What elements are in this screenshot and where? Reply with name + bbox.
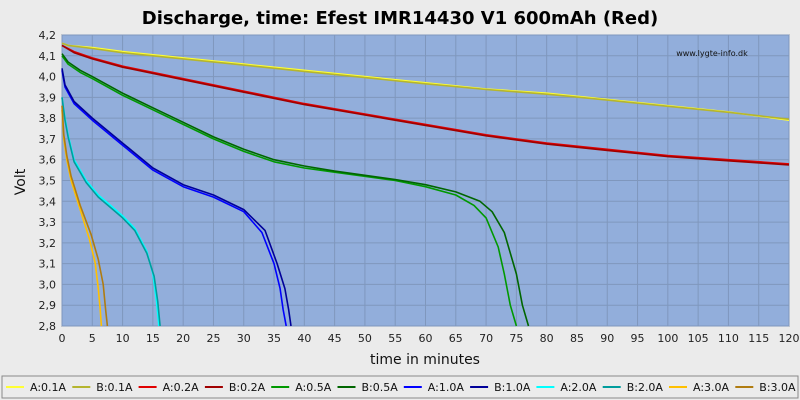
y-tick-label: 4,2 [39,29,57,42]
series-line-b-3-0a [61,105,109,327]
legend: A:0.1A B:0.1A A:0.2A B:0.2A A:0.5A B:0.5A A:1.… [1,375,799,399]
series-line-b-0-2a [61,44,790,166]
watermark: www.lygte-info.dk [676,49,748,58]
series-line-b-0-5a [61,53,530,327]
x-tick-label: 35 [267,332,281,345]
x-tick-label: 55 [388,332,402,345]
series-line-a-0-2a [61,44,790,165]
legend-label: A:0.1A [30,381,67,394]
x-tick-label: 5 [89,332,96,345]
x-tick-label: 110 [718,332,739,345]
x-tick-label: 75 [509,332,523,345]
x-tick-label: 70 [479,332,493,345]
legend-label: A:3.0A [693,381,730,394]
legend-label: B:0.1A [96,381,133,394]
x-tick-label: 85 [570,332,584,345]
legend-box [1,375,799,399]
y-tick-label: 4,0 [39,71,57,84]
series-line-a-1-0a [61,70,287,327]
legend-label: B:3.0A [759,381,796,394]
y-tick-label: 3,1 [39,258,57,271]
legend-label: B:2.0A [627,381,664,394]
legend-label: B:1.0A [494,381,531,394]
x-tick-label: 90 [600,332,614,345]
legend-label: A:0.5A [295,381,332,394]
legend-label: A:2.0A [560,381,597,394]
y-tick-label: 3,7 [39,133,57,146]
x-tick-label: 100 [657,332,678,345]
series-group [61,42,790,327]
y-tick-label: 2,8 [39,320,57,333]
y-tick-label: 3,9 [39,91,57,104]
x-tick-label: 25 [206,332,220,345]
x-tick-label: 45 [328,332,342,345]
y-tick-label: 3,8 [39,112,57,125]
x-tick-label: 30 [237,332,251,345]
x-axis-label: time in minutes [370,352,480,368]
x-tick-label: 120 [779,332,800,345]
series-line-b-0-1a [61,42,790,120]
x-tick-label: 15 [146,332,160,345]
y-tick-labels: 2,8 2,9 3,0 3,1 3,2 3,3 3,4 3,5 3,6 3,7 3,8 3,9 4,0 4… [39,29,57,333]
y-tick-label: 3,0 [39,278,57,291]
y-tick-label: 3,3 [39,216,57,229]
y-tick-label: 3,6 [39,154,57,167]
x-tick-label: 50 [358,332,372,345]
y-tick-label: 3,2 [39,237,57,250]
legend-label: A:0.2A [163,381,200,394]
series-line-b-1-0a [61,68,292,327]
x-tick-label: 0 [59,332,66,345]
legend-label: A:1.0A [428,381,465,394]
y-tick-label: 4,1 [39,50,57,63]
y-tick-label: 2,9 [39,299,57,312]
x-tick-labels: 0 5 10 15 20 25 30 35 40 45 50 55 60 65 70 75 80 85 90 95 10… [59,332,800,345]
y-tick-label: 3,5 [39,175,57,188]
y-axis-label: Volt [13,168,29,195]
series-line-a-0-5a [61,55,518,327]
chart-title: Discharge, time: Efest IMR14430 V1 600mA… [142,8,658,29]
legend-label: B:0.5A [362,381,399,394]
x-tick-label: 80 [540,332,554,345]
legend-label: B:0.2A [229,381,266,394]
x-tick-label: 20 [176,332,190,345]
x-tick-label: 95 [631,332,645,345]
y-tick-label: 3,4 [39,195,57,208]
x-tick-label: 10 [116,332,130,345]
x-tick-label: 60 [419,332,433,345]
x-tick-label: 105 [688,332,709,345]
x-tick-label: 40 [297,332,311,345]
series-line-b-2-0a [61,97,161,327]
x-tick-label: 65 [449,332,463,345]
x-tick-label: 115 [748,332,769,345]
